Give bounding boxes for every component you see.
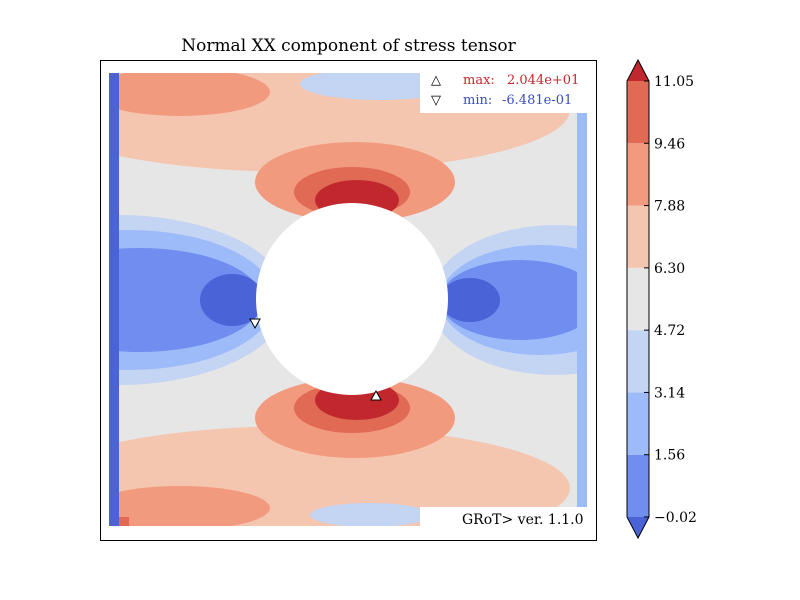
max-marker — [370, 389, 382, 401]
contour-band — [109, 486, 270, 526]
corner-cell — [119, 517, 129, 526]
colorbar-tick-label: 1.56 — [654, 448, 685, 464]
legend-box: △ max: 2.044e+01 ▽ min: -6.481e-01 — [420, 67, 588, 113]
colorbar-tick-label: 7.88 — [654, 199, 685, 215]
colorbar-segment — [627, 267, 649, 331]
chart-title: Normal XX component of stress tensor — [181, 36, 516, 56]
colorbar-tick-label: −0.02 — [654, 510, 697, 526]
colorbar-tick-label: 11.05 — [654, 74, 694, 90]
legend-min-label: min: — [463, 93, 492, 108]
field-layers — [109, 73, 587, 526]
colorbar-segment — [627, 143, 649, 206]
contour-band — [300, 73, 460, 100]
colorbar-tick-label: 9.46 — [654, 136, 685, 152]
version-label: GRoT> ver. 1.1.0 — [462, 512, 584, 528]
colorbar-segment — [627, 330, 649, 393]
colorbar-segment — [627, 81, 649, 144]
legend-min-symbol: ▽ — [431, 93, 441, 108]
contour-band — [109, 248, 262, 352]
colorbar-tick-label: 4.72 — [654, 323, 685, 339]
plot-frame — [100, 60, 597, 541]
contour-band — [440, 278, 500, 322]
contour-band — [200, 274, 264, 326]
version-box: GRoT> ver. 1.1.0 — [420, 507, 588, 529]
legend-max-symbol: △ — [431, 73, 441, 88]
legend-min-value: -6.481e-01 — [502, 93, 572, 108]
colorbar-tick-label: 6.30 — [654, 261, 685, 277]
hole — [256, 203, 448, 395]
colorbar-segment — [627, 205, 649, 268]
min-marker — [249, 318, 261, 330]
colorbar-extend-min — [627, 517, 649, 538]
contour-band — [310, 503, 430, 526]
colorbar: −0.02 1.56 3.14 4.72 6.30 7.88 9.46 11.05 — [626, 58, 697, 540]
right-edge-band — [577, 113, 587, 508]
legend-max-value: 2.044e+01 — [507, 73, 579, 88]
colorbar-extend-max — [627, 60, 649, 81]
colorbar-segment — [627, 392, 649, 455]
left-edge-band — [109, 73, 119, 526]
legend-max-label: max: — [463, 73, 495, 88]
contour-band — [109, 73, 270, 116]
colorbar-tick-label: 3.14 — [654, 385, 685, 401]
colorbar-segment — [627, 454, 649, 517]
field-plot — [109, 73, 587, 526]
